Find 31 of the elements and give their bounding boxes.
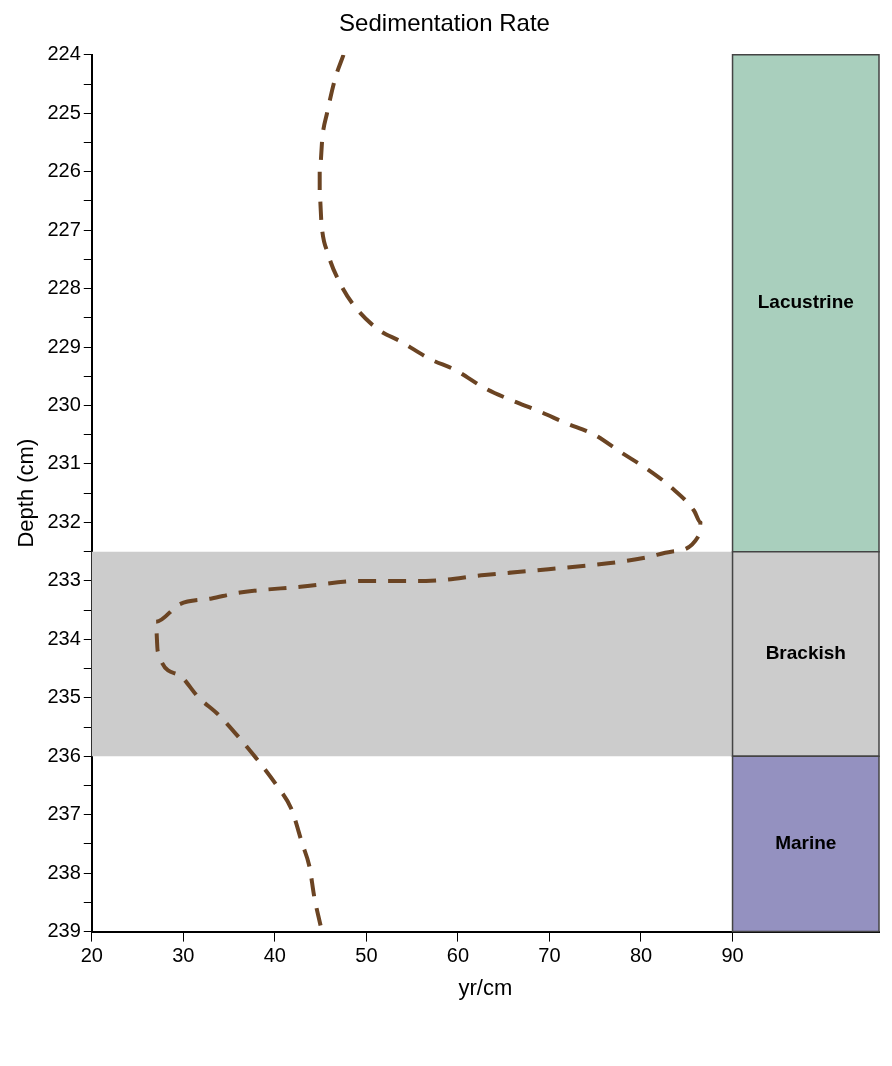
x-tick-label: 30 <box>172 944 195 967</box>
y-tick-label: 239 <box>47 919 81 942</box>
y-tick-label: 227 <box>47 217 81 240</box>
x-tick-label: 60 <box>446 944 470 967</box>
x-tick-label: 40 <box>263 944 286 967</box>
y-tick-label: 235 <box>47 685 81 708</box>
y-tick-label: 228 <box>47 276 81 299</box>
y-tick-label: 231 <box>47 451 81 474</box>
y-axis-title: Depth (cm) <box>13 438 39 548</box>
y-tick-label: 238 <box>47 860 81 883</box>
line-series <box>153 54 703 928</box>
y-tick-label: 225 <box>47 100 81 123</box>
x-axis-title: yr/cm <box>458 974 513 1000</box>
y-tick-label: 229 <box>47 334 81 357</box>
chart-title: Sedimentation Rate <box>339 9 550 37</box>
y-tick-label: 226 <box>47 159 81 182</box>
y-tick-label: 237 <box>47 802 81 825</box>
x-tick-label: 20 <box>80 944 103 967</box>
x-tick-label: 70 <box>538 944 561 967</box>
y-tick-label: 224 <box>47 42 81 65</box>
y-tick-label: 233 <box>47 568 81 591</box>
x-tick-label: 90 <box>721 944 744 967</box>
y-tick-label: 236 <box>47 743 81 766</box>
x-tick-label: 50 <box>355 944 378 967</box>
y-tick-label: 232 <box>47 509 81 532</box>
band-label: Lacustrine <box>757 291 854 313</box>
band-label: Brackish <box>765 642 846 664</box>
y-tick-label: 230 <box>47 393 81 416</box>
band-label: Marine <box>775 832 837 854</box>
x-tick-label: 80 <box>629 944 653 967</box>
y-tick-label: 234 <box>47 626 81 649</box>
